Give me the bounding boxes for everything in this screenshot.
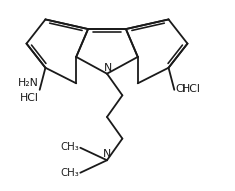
Text: N: N <box>104 63 112 73</box>
Text: HCl: HCl <box>182 84 201 94</box>
Text: Cl: Cl <box>176 84 186 94</box>
Text: H₂N: H₂N <box>18 78 39 88</box>
Text: N: N <box>103 149 111 159</box>
Text: HCl: HCl <box>20 93 39 103</box>
Text: CH₃: CH₃ <box>61 168 79 178</box>
Text: CH₃: CH₃ <box>61 142 79 152</box>
